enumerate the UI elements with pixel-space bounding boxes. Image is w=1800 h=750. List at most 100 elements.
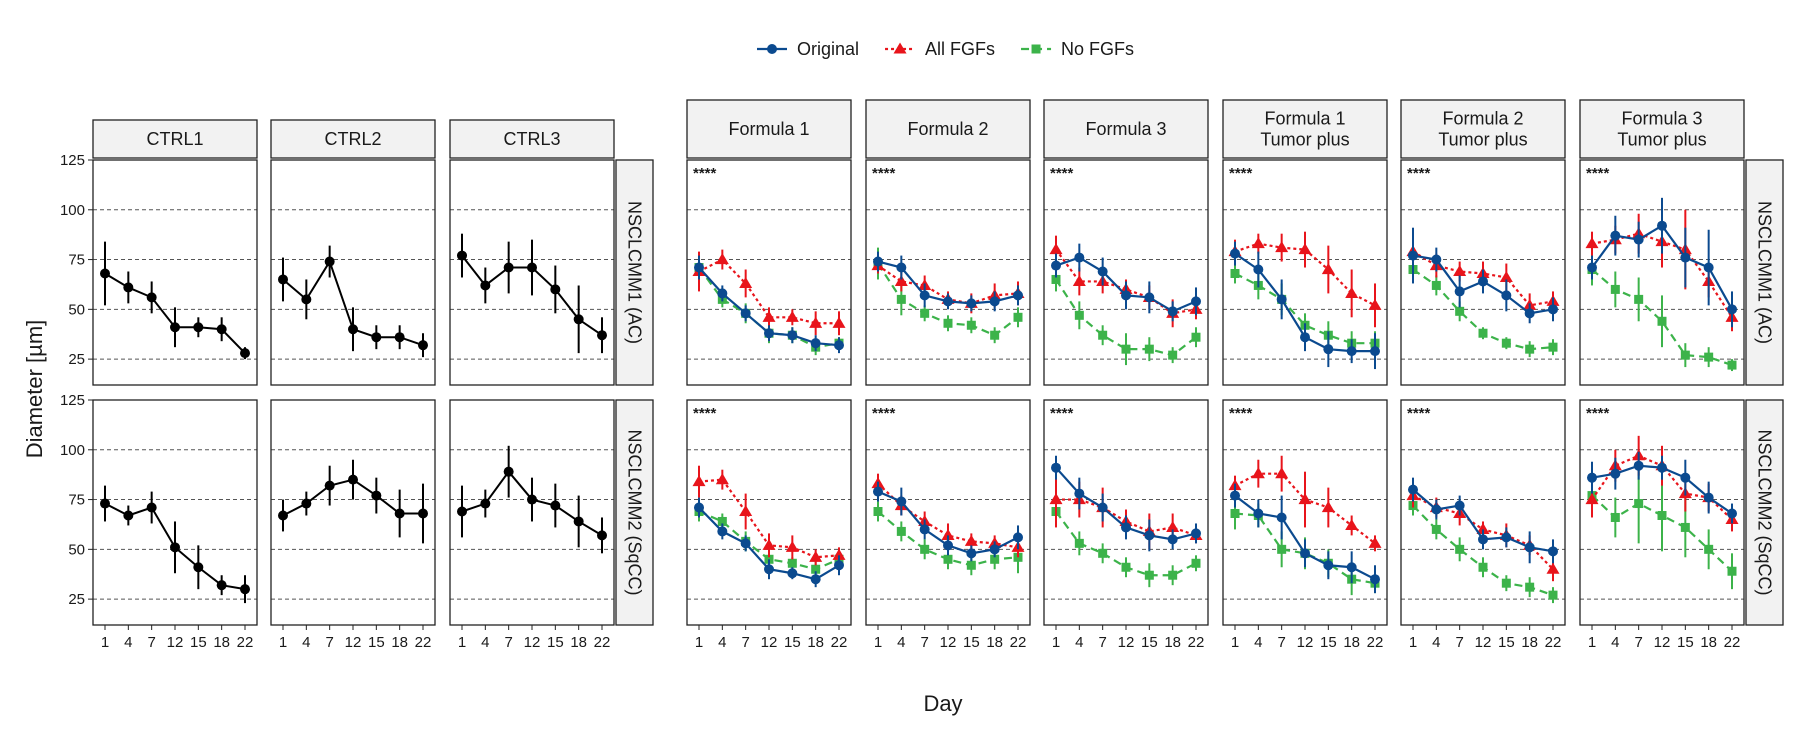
data-point xyxy=(809,550,823,562)
y-tick-label: 75 xyxy=(68,252,85,269)
data-point xyxy=(1680,350,1690,360)
data-point xyxy=(919,290,930,301)
strip-label: Formula 3 xyxy=(1085,119,1166,139)
data-point xyxy=(1277,544,1287,554)
data-point xyxy=(739,505,753,517)
x-tick-label: 15 xyxy=(963,634,980,651)
data-point xyxy=(1098,548,1108,558)
data-point xyxy=(1408,484,1418,495)
data-point xyxy=(1230,268,1240,278)
data-point xyxy=(1251,467,1265,479)
data-point xyxy=(894,274,908,287)
data-point xyxy=(785,540,799,552)
x-tick-label: 7 xyxy=(1277,634,1285,651)
data-point xyxy=(1476,522,1490,534)
data-point xyxy=(1049,493,1063,505)
data-point xyxy=(480,498,491,509)
data-point xyxy=(1346,346,1357,357)
data-point xyxy=(1144,570,1154,580)
data-point xyxy=(1454,286,1465,297)
data-point xyxy=(1144,344,1154,354)
data-point xyxy=(1680,522,1690,532)
data-point xyxy=(1680,472,1691,483)
data-point xyxy=(966,320,976,330)
strip-header xyxy=(686,99,852,159)
data-point xyxy=(810,338,821,349)
data-point xyxy=(1013,290,1023,301)
y-tick-label: 50 xyxy=(68,301,85,318)
x-tick-label: 12 xyxy=(167,634,184,651)
x-tick-label: 22 xyxy=(1724,634,1741,651)
x-tick-label: 4 xyxy=(124,634,132,651)
data-point xyxy=(123,510,134,521)
data-point xyxy=(1727,566,1737,576)
x-tick-label: 12 xyxy=(524,634,541,651)
data-point xyxy=(1431,524,1441,534)
data-point xyxy=(1610,230,1621,241)
x-tick-label: 18 xyxy=(1521,634,1538,651)
data-point xyxy=(1144,530,1155,541)
data-point xyxy=(1166,520,1180,532)
data-point xyxy=(503,466,514,477)
data-point xyxy=(1657,510,1667,520)
strip-label: Tumor plus xyxy=(1438,130,1527,150)
significance-label: **** xyxy=(693,405,717,422)
data-point xyxy=(1370,346,1380,357)
data-point xyxy=(943,554,953,564)
data-point xyxy=(1276,294,1287,305)
x-tick-label: 18 xyxy=(1700,634,1717,651)
x-tick-label: 12 xyxy=(1118,634,1135,651)
x-tick-label: 12 xyxy=(1297,634,1314,651)
y-tick-label: 100 xyxy=(60,442,85,459)
data-point xyxy=(1727,304,1737,315)
data-point xyxy=(480,280,491,291)
data-point xyxy=(1634,294,1644,304)
x-tick-label: 7 xyxy=(1098,634,1106,651)
data-point xyxy=(1074,488,1085,499)
data-point xyxy=(1051,260,1061,271)
x-tick-label: 15 xyxy=(368,634,385,651)
data-point xyxy=(1345,518,1359,530)
data-point xyxy=(1121,522,1131,533)
data-point xyxy=(1548,590,1558,600)
strip-label: Tumor plus xyxy=(1260,130,1349,150)
data-point xyxy=(1501,578,1511,588)
strip-header xyxy=(270,119,436,159)
panel-frame xyxy=(686,399,852,626)
y-tick-label: 25 xyxy=(68,351,85,368)
legend-label: No FGFs xyxy=(1061,39,1134,59)
panel-frame xyxy=(1400,159,1566,386)
data-point xyxy=(457,250,467,261)
data-point xyxy=(1634,499,1644,509)
strip-header xyxy=(449,119,615,159)
data-point xyxy=(941,528,955,540)
data-point xyxy=(787,558,797,568)
data-point xyxy=(348,474,358,485)
data-point xyxy=(785,310,799,322)
data-point xyxy=(1121,562,1131,572)
data-point xyxy=(1298,493,1312,505)
legend-marker xyxy=(893,42,907,54)
data-point xyxy=(1525,582,1535,592)
data-point xyxy=(1585,493,1599,505)
data-point xyxy=(418,340,428,351)
significance-label: **** xyxy=(1050,165,1074,182)
data-point xyxy=(1478,328,1488,338)
x-tick-label: 7 xyxy=(504,634,512,651)
significance-label: **** xyxy=(872,165,896,182)
data-point xyxy=(692,475,706,487)
strip-label: Formula 2 xyxy=(1442,109,1523,129)
strip-label: Formula 1 xyxy=(728,119,809,139)
data-point xyxy=(418,508,428,519)
data-point xyxy=(1074,538,1084,548)
x-tick-label: 15 xyxy=(1141,634,1158,651)
data-point xyxy=(990,554,1000,564)
data-point xyxy=(573,516,584,527)
data-point xyxy=(1585,237,1599,249)
data-point xyxy=(717,288,728,299)
data-point xyxy=(717,526,728,537)
x-tick-label: 7 xyxy=(1634,634,1642,651)
data-point xyxy=(1074,310,1084,320)
data-point xyxy=(1253,264,1264,275)
y-tick-label: 75 xyxy=(68,492,85,509)
